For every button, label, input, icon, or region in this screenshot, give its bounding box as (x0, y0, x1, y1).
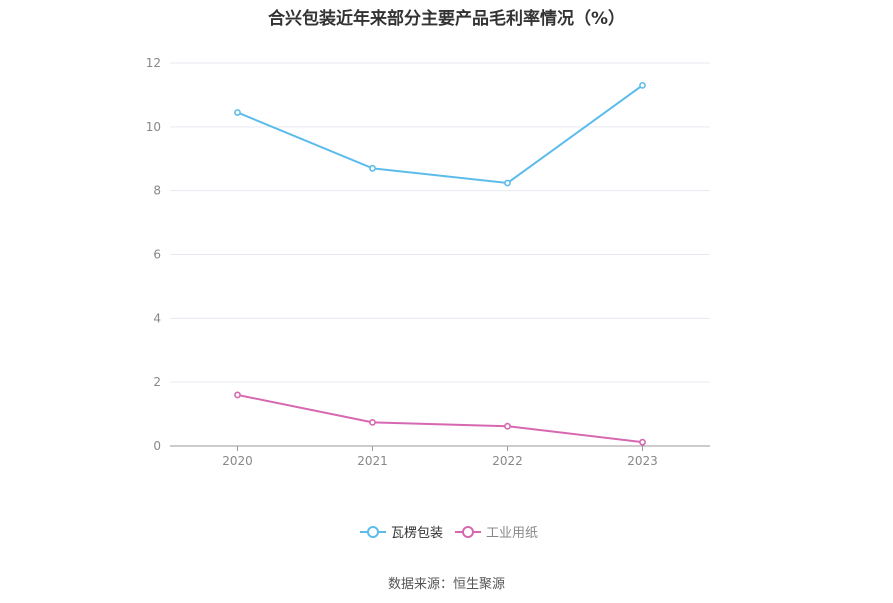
data-point[interactable] (639, 438, 646, 446)
data-point[interactable] (504, 422, 511, 430)
data-source-note: 数据来源：恒生聚源 (387, 577, 505, 592)
x-tick-label: 2021 (357, 454, 388, 468)
legend-item-1[interactable]: 瓦楞包装 (360, 526, 443, 541)
legend-item-2[interactable]: 工业用纸 (455, 526, 538, 541)
x-tick-label: 2020 (222, 454, 253, 468)
x-tick-label: 2022 (492, 454, 523, 468)
x-axis: 2020 2021 2022 2023 (170, 445, 710, 468)
gridlines (170, 62, 710, 383)
legend-label: 瓦楞包装 (391, 526, 443, 541)
legend-label: 工业用纸 (486, 526, 538, 541)
y-tick-label: 8 (153, 184, 161, 198)
data-point[interactable] (639, 81, 646, 89)
y-tick-label: 12 (146, 56, 161, 70)
data-point[interactable] (234, 391, 241, 399)
series-1 (234, 81, 646, 187)
y-tick-label: 2 (153, 375, 161, 389)
y-tick-label: 10 (146, 120, 161, 134)
series-line (237, 393, 643, 444)
data-point[interactable] (504, 179, 511, 187)
data-point[interactable] (369, 418, 376, 426)
y-tick-label: 6 (153, 248, 161, 262)
y-tick-label: 4 (153, 311, 161, 325)
y-tick-label: 0 (153, 439, 161, 453)
legend-marker (462, 526, 474, 538)
data-point[interactable] (234, 109, 241, 116)
series-line (237, 84, 644, 185)
legend-marker (367, 526, 379, 538)
series-group (234, 81, 646, 446)
series-2 (234, 391, 646, 446)
x-tick-label: 2023 (627, 454, 658, 468)
legend[interactable]: 瓦楞包装 工业用纸 (360, 526, 538, 541)
data-point[interactable] (369, 164, 376, 172)
y-axis-ticks: 0 2 4 6 8 10 12 (146, 56, 161, 453)
chart-title: 合兴包装近年来部分主要产品毛利率情况（%） (267, 9, 626, 29)
